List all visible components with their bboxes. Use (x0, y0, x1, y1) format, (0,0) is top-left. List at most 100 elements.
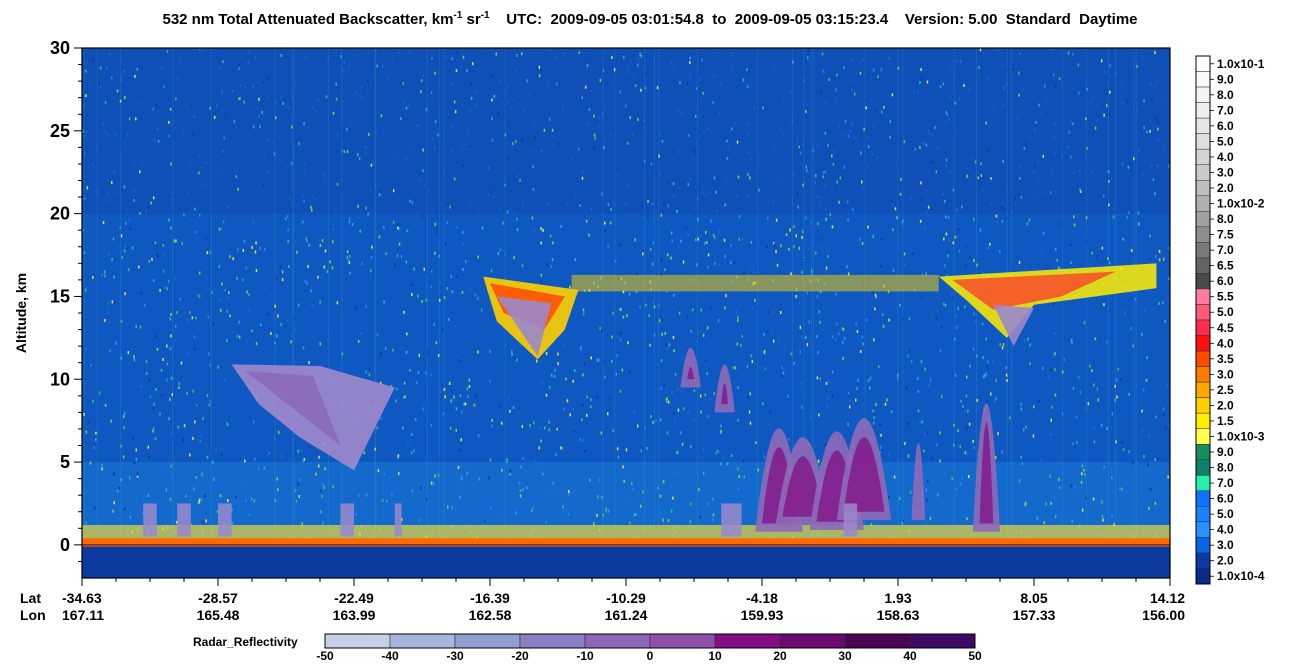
colorbar-label: 8.0 (1217, 212, 1234, 226)
lat-tick-label: 8.05 (1020, 590, 1047, 606)
lat-tick-label: -22.49 (334, 590, 374, 606)
noise-streak (1061, 48, 1063, 578)
lat-tick-label: 1.93 (884, 590, 911, 606)
colorbar-label: 1.0x10-3 (1217, 430, 1265, 444)
noise-streak (293, 48, 295, 578)
colorbar-swatch (1195, 304, 1211, 321)
y-axis-label: Altitude, km (13, 273, 29, 353)
y-tick-label: 30 (50, 38, 70, 58)
colorbar-swatch (1195, 211, 1211, 228)
radar-swatch (454, 633, 521, 649)
radar-label: Radar_Reflectivity (193, 635, 298, 649)
colorbar-swatch (1195, 490, 1211, 507)
colorbar-swatch (1195, 179, 1211, 197)
colorbar-swatch (1195, 537, 1211, 554)
y-tick-label: 0 (60, 535, 70, 555)
title-product: Standard (1005, 11, 1071, 28)
colorbar-swatch (1195, 506, 1211, 523)
y-axis: 0 5 10 15 20 25 30 (50, 38, 82, 562)
radar-tick-label: 30 (838, 649, 852, 663)
lat-tick-label: -16.39 (470, 590, 510, 606)
noise-streak (902, 48, 904, 578)
noise-streak (976, 48, 977, 578)
colorbar-label: 2.0 (1217, 181, 1234, 195)
radar-swatch (519, 633, 586, 649)
lon-tick-label: 161.24 (605, 607, 648, 623)
colorbar-label: 3.5 (1217, 352, 1234, 366)
low-cloud-echo (143, 503, 858, 537)
colorbar-swatch (1195, 55, 1211, 72)
radar-tick-label: 50 (968, 649, 982, 663)
radar-tick-label: -30 (446, 649, 464, 663)
title-daytime: Daytime (1079, 11, 1138, 28)
colorbar-swatch (1195, 148, 1211, 165)
radar-swatch (389, 633, 456, 649)
colorbar-label: 7.0 (1217, 243, 1234, 257)
lon-tick-label: 165.48 (197, 607, 240, 623)
colorbar-swatch (1195, 475, 1211, 492)
noise-streak (654, 48, 655, 578)
colorbar-swatch (1195, 443, 1211, 461)
noise-streak (644, 48, 646, 578)
colorbar-swatch (1195, 350, 1211, 367)
noise-streak (443, 48, 445, 578)
deep-convection-echo (680, 347, 1000, 532)
noise-streak (375, 48, 377, 578)
title-version: Version: 5.00 (904, 11, 998, 28)
colorbar-swatch (1195, 71, 1211, 88)
lon-tick-label: 156.00 (1142, 607, 1185, 623)
radar-tick-label: -40 (381, 649, 399, 663)
colorbar-swatch (1195, 335, 1211, 352)
radar-swatch (844, 633, 911, 649)
radar-swatch (714, 633, 781, 649)
colorbar-swatch (1195, 133, 1211, 150)
cloud-top-band (571, 274, 939, 292)
lat-tick-label: -34.63 (62, 590, 102, 606)
lat-row-label: Lat (20, 590, 41, 606)
ground-return (82, 538, 1170, 547)
colorbar-swatch (1195, 257, 1211, 274)
cirrus-anvil-1 (483, 276, 579, 360)
colorbar-swatch (1195, 381, 1211, 398)
radar-swatch (779, 633, 846, 649)
title-end-time: 2009-09-05 03:15:23.4 (734, 11, 889, 28)
title-to: to (712, 11, 727, 28)
colorbar-swatch (1195, 412, 1211, 429)
noise-streak (697, 48, 698, 578)
title-sr: sr (462, 11, 481, 28)
radar-colorbar: -50 -40 -30 -20 -10 0 10 20 30 40 50 (316, 633, 982, 663)
colorbar-swatch (1195, 366, 1211, 383)
noise-streak (897, 48, 899, 578)
colorbar-label: 8.0 (1217, 461, 1234, 475)
noise-streak (791, 48, 793, 578)
radar-swatch (584, 633, 651, 649)
radar-tick-label: 0 (647, 649, 654, 663)
colorbar-label: 8.0 (1217, 88, 1234, 102)
colorbar-swatch (1195, 397, 1211, 414)
title-main: 532 nm Total Attenuated Backscatter, km (162, 11, 454, 28)
colorbar-swatch (1195, 102, 1211, 119)
colorbar-swatch (1195, 86, 1211, 103)
radar-tick-label: -50 (316, 649, 334, 663)
colorbar-swatch (1195, 226, 1211, 243)
colorbar-label: 5.0 (1217, 305, 1234, 319)
noise-streak (1108, 48, 1109, 578)
noise-streak (1115, 48, 1116, 578)
noise-streak (757, 48, 759, 578)
noise-streak (210, 48, 212, 578)
noise-streak (1133, 48, 1135, 578)
noise-streak (292, 48, 294, 578)
noise-streak (614, 48, 616, 578)
noise-streak (426, 48, 428, 578)
colorbar-swatch (1195, 288, 1211, 305)
colorbar-label: 1.5 (1217, 414, 1234, 428)
noise-streak (864, 48, 866, 578)
colorbar-label: 3.0 (1217, 538, 1234, 552)
colorbar-swatch (1195, 117, 1211, 134)
colorbar-swatch (1195, 164, 1211, 181)
lon-tick-label: 162.58 (469, 607, 512, 623)
colorbar-swatch (1195, 195, 1211, 212)
y-tick-label: 20 (50, 204, 70, 224)
colorbar-label: 7.0 (1217, 103, 1234, 117)
